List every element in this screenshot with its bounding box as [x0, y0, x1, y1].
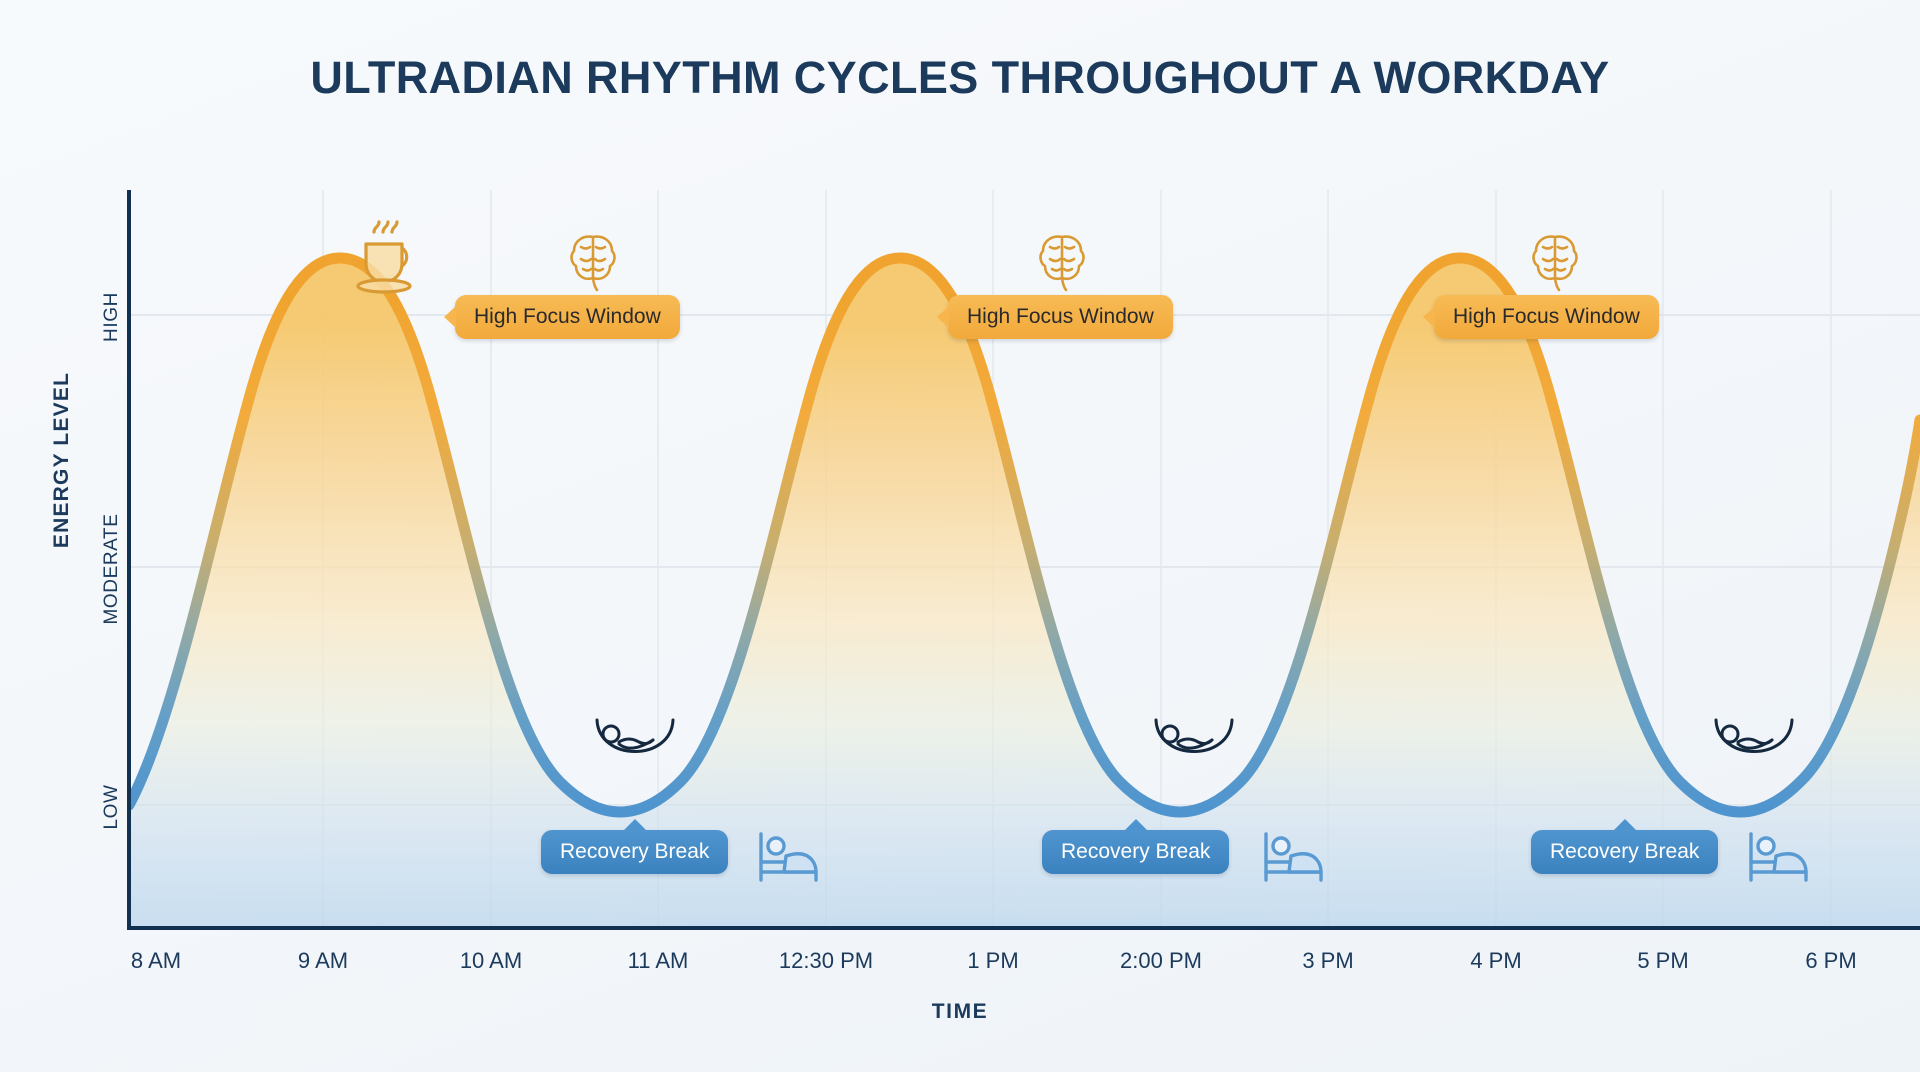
energy-line: [129, 252, 1920, 818]
annotation-recovery-break-3[interactable]: Recovery Break: [1531, 830, 1719, 874]
x-tick-2: 10 AM: [459, 948, 523, 973]
x-tick-6: 2:00 PM: [1120, 948, 1202, 973]
brain-icon: [1039, 235, 1085, 292]
brain-icon: [570, 235, 616, 292]
x-axis-title: Time: [931, 1000, 989, 1023]
hammock-rest-icon: [595, 718, 675, 753]
bed-icon: [1749, 832, 1808, 882]
x-tick-9: 5 PM: [1637, 948, 1689, 973]
bed-icon: [759, 832, 818, 882]
hammock-rest-icon: [1154, 718, 1234, 753]
x-tick-1: 9 AM: [297, 948, 349, 973]
energy-area-fill: [129, 258, 1920, 929]
x-tick-4: 12:30 PM: [778, 948, 874, 973]
brain-icon: [1532, 235, 1578, 292]
x-tick-3: 11 AM: [627, 948, 689, 973]
annotation-high-focus-window-3[interactable]: High Focus Window: [1434, 295, 1659, 339]
hammock-rest-icon: [1714, 718, 1794, 753]
bed-icon: [1264, 832, 1323, 882]
annotation-recovery-break-2[interactable]: Recovery Break: [1042, 830, 1230, 874]
page-title: Ultradian Rhythm Cycles Throughout a Wor…: [310, 52, 1610, 103]
annotation-high-focus-window-1[interactable]: High Focus Window: [455, 295, 680, 339]
x-tick-7: 3 PM: [1302, 948, 1354, 973]
x-tick-10: 6 PM: [1805, 948, 1857, 973]
x-tick-0: 8 AM: [130, 948, 182, 973]
coffee-cup-icon: [356, 220, 412, 294]
annotation-high-focus-window-2[interactable]: High Focus Window: [948, 295, 1173, 339]
x-tick-8: 4 PM: [1470, 948, 1522, 973]
annotation-recovery-break-1[interactable]: Recovery Break: [541, 830, 729, 874]
x-tick-5: 1 PM: [967, 948, 1019, 973]
energy-wave: [129, 252, 1920, 929]
